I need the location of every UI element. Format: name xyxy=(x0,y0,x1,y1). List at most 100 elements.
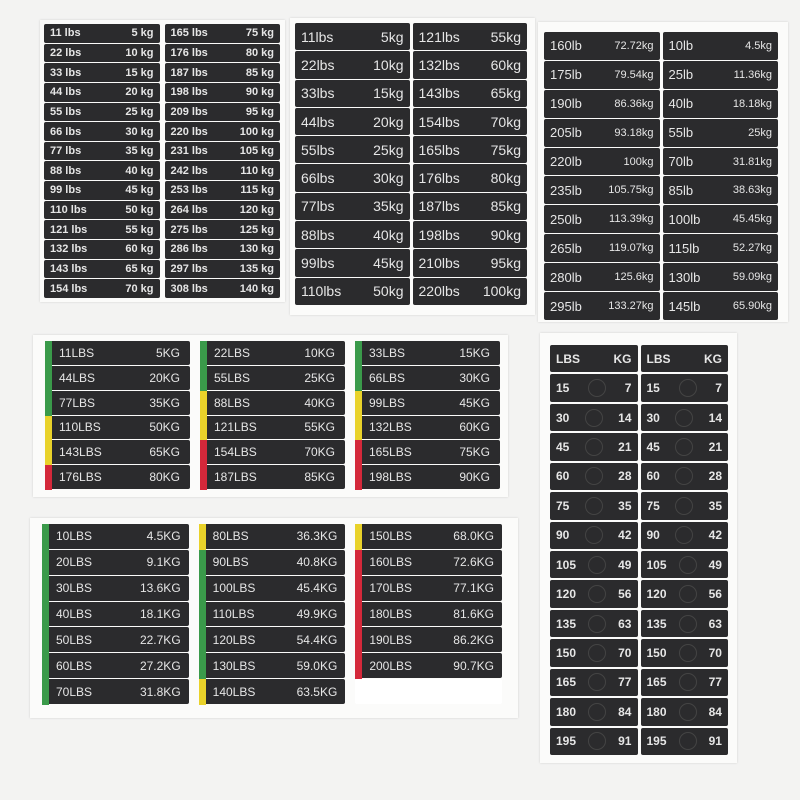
color-strip xyxy=(355,575,363,602)
weight-label: 77LBS 35KG xyxy=(45,390,190,416)
lbs-value: 33LBS xyxy=(369,345,406,360)
weight-label: 154 lbs 70 kg xyxy=(44,279,160,298)
kg-value: 60KG xyxy=(459,420,490,435)
color-strip xyxy=(200,390,207,416)
weight-label: 45 21 xyxy=(640,433,728,461)
lbs-value: 120 xyxy=(556,587,577,602)
lbs-value: 187lbs xyxy=(418,198,460,215)
kg-value: 100kg xyxy=(623,155,654,168)
lbs-value: 253 lbs xyxy=(170,184,208,197)
circle-mark-icon xyxy=(678,702,697,721)
lbs-value: 105 xyxy=(556,557,577,572)
lbs-value: 110LBS xyxy=(212,606,255,621)
weight-label: LBS KG xyxy=(640,345,728,373)
lbs-value: 22 lbs xyxy=(50,46,82,59)
kg-value: 18.18kg xyxy=(732,97,772,110)
kg-value: 93.18kg xyxy=(614,126,654,139)
kg-value: 35 xyxy=(618,498,632,513)
kg-value: 95kg xyxy=(490,255,521,272)
weight-label: 154lbs 70kg xyxy=(412,107,527,136)
weight-label: 15 7 xyxy=(550,374,638,402)
kg-value: 77.1KG xyxy=(453,581,494,596)
weight-label: 110lbs 50kg xyxy=(295,277,410,305)
circle-mark-icon xyxy=(675,408,694,427)
lbs-value: 110LBS xyxy=(59,420,101,435)
kg-value: 31.8KG xyxy=(139,684,181,699)
lbs-value: 135 xyxy=(556,616,577,631)
weight-label: 150 70 xyxy=(550,639,638,667)
lbs-value: 165LBS xyxy=(369,445,412,460)
kg-value: 45KG xyxy=(459,395,490,410)
lbs-value: 295lb xyxy=(550,298,582,314)
kg-value: 40KG xyxy=(304,395,335,410)
lbs-value: 22LBS xyxy=(214,345,251,360)
lbs-value: 25lb xyxy=(668,67,694,83)
lbs-value: 88 lbs xyxy=(50,164,82,177)
kg-value: 22.7KG xyxy=(139,632,181,647)
weight-label: 55LBS 25KG xyxy=(200,365,345,391)
kg-value: 20 kg xyxy=(125,86,154,99)
kg-value: 60kg xyxy=(490,56,521,73)
weight-label: 33LBS 15KG xyxy=(355,341,500,366)
lbs-value: 205lb xyxy=(550,125,582,141)
weight-label: 60LBS 27.2KG xyxy=(42,653,189,680)
kg-value: 30 kg xyxy=(125,125,154,138)
color-strip xyxy=(42,679,49,705)
lbs-value: 88lbs xyxy=(301,226,335,243)
weight-label: 90LBS 40.8KG xyxy=(198,549,346,576)
lbs-value: 170LBS xyxy=(369,581,413,596)
kg-value: 20kg xyxy=(373,113,404,130)
kg-value: 49 xyxy=(618,557,632,572)
kg-value: 35 xyxy=(708,498,722,513)
weight-label: 66 lbs 30 kg xyxy=(44,122,160,141)
weight-label: 165 lbs 75 kg xyxy=(164,24,280,43)
kg-value: 15kg xyxy=(373,85,404,102)
weight-label: 286 lbs 130 kg xyxy=(164,240,280,259)
weight-label: 132LBS 60KG xyxy=(355,415,500,441)
lbs-value: 15 xyxy=(646,381,660,396)
lbs-value: 99 lbs xyxy=(50,184,82,197)
color-strip xyxy=(355,653,363,680)
weight-label: 110LBS 49.9KG xyxy=(198,601,346,628)
color-strip xyxy=(45,415,52,441)
color-strip xyxy=(198,549,206,576)
lbs-value: 190LBS xyxy=(369,632,413,647)
circle-mark-icon xyxy=(588,732,607,751)
circle-mark-icon xyxy=(588,673,607,692)
lbs-value: 50LBS xyxy=(56,632,93,647)
lbs-value: 99lbs xyxy=(301,255,335,272)
weight-label: 198 lbs 90 kg xyxy=(164,82,280,102)
lbs-value: 66 lbs xyxy=(50,125,82,138)
color-strip xyxy=(198,524,206,550)
weight-label: 80LBS 36.3KG xyxy=(198,524,346,550)
kg-value: 10 kg xyxy=(125,46,154,59)
lbs-value: 132LBS xyxy=(369,420,412,435)
weight-label: 75 35 xyxy=(640,492,728,520)
lbs-value: 33 lbs xyxy=(50,66,82,79)
kg-value: 4.5kg xyxy=(745,39,772,52)
lbs-value: 165 xyxy=(646,675,667,690)
weight-label: 242 lbs 110 kg xyxy=(164,161,280,181)
weight-label: 40lb 18.18kg xyxy=(662,89,778,118)
lbs-value: 176LBS xyxy=(59,470,102,485)
kg-value: 40.8KG xyxy=(296,555,338,570)
kg-value: 15KG xyxy=(459,345,490,360)
lbs-value: 275 lbs xyxy=(170,223,208,236)
weight-label: 44LBS 20KG xyxy=(45,365,190,391)
kg-value: 14 xyxy=(618,410,632,425)
kg-value: 52.27kg xyxy=(732,242,772,255)
weight-label: 45 21 xyxy=(550,433,638,461)
kg-value: 100kg xyxy=(482,283,521,300)
kg-value: 70KG xyxy=(304,445,335,460)
kg-value: 120 kg xyxy=(239,204,274,217)
color-strip xyxy=(198,627,206,654)
label-sheet-lbs-kg-table: LBS KG LBS KG 15 7 15 7 30 14 30 14 45 21 45 21 60 28 60 28… xyxy=(540,333,737,763)
color-strip xyxy=(42,653,49,680)
lbs-value: 44LBS xyxy=(59,370,96,385)
kg-value: 85 kg xyxy=(245,66,274,79)
lbs-value: 33lbs xyxy=(301,85,335,102)
lbs-value: 132lbs xyxy=(418,56,460,73)
kg-value: 45.4KG xyxy=(296,581,338,596)
color-strip xyxy=(355,524,363,550)
lbs-value: 220lb xyxy=(550,154,582,170)
